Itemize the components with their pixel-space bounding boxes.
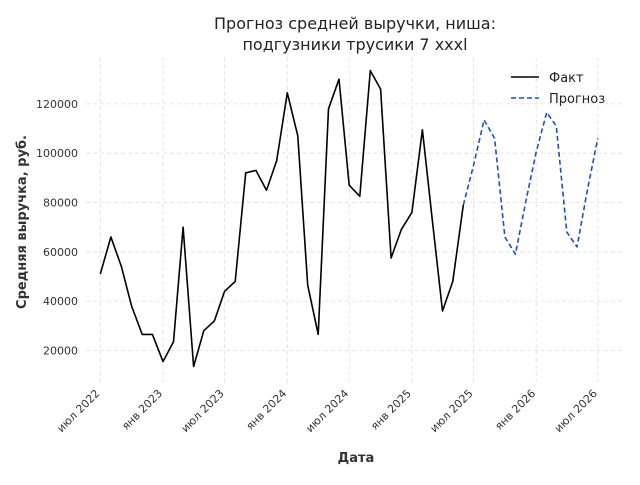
y-tick-label: 80000: [43, 197, 78, 210]
y-axis-label: Средняя выручка, руб.: [15, 135, 30, 309]
legend-label-fact: Факт: [549, 71, 584, 86]
y-tick-label: 40000: [43, 295, 78, 308]
x-axis-ticks: июл 2022 янв 2023 июл 2023 янв 2024 июл 2024…: [54, 387, 600, 435]
series-line-forecast: [462, 111, 599, 256]
legend: Факт Прогноз: [511, 71, 605, 107]
x-tick-label: июл 2026: [552, 387, 600, 435]
series-layer: [99, 69, 599, 368]
y-tick-label: 60000: [43, 246, 78, 259]
x-tick-label: янв 2025: [368, 387, 414, 433]
chart-title-line-1: Прогноз средней выручки, ниша:: [214, 14, 496, 33]
chart-title-line-2: подгузники трусики 7 xxxl: [242, 35, 467, 54]
y-tick-label: 100000: [36, 147, 78, 160]
x-tick-label: июл 2022: [54, 387, 102, 435]
x-tick-label: янв 2026: [492, 387, 538, 433]
x-tick-label: июл 2024: [303, 387, 351, 435]
series-line-fact: [99, 69, 465, 368]
x-tick-label: июл 2023: [179, 387, 227, 435]
y-tick-label: 120000: [36, 98, 78, 111]
y-tick-label: 20000: [43, 344, 78, 357]
y-axis-ticks: 20000 40000 60000 80000 100000 120000: [36, 98, 78, 358]
x-tick-label: янв 2024: [244, 387, 290, 433]
x-axis-label: Дата: [338, 451, 375, 466]
x-tick-label: июл 2025: [428, 387, 476, 435]
x-tick-label: янв 2023: [119, 387, 165, 433]
grid: [86, 57, 622, 385]
legend-label-forecast: Прогноз: [549, 92, 605, 107]
